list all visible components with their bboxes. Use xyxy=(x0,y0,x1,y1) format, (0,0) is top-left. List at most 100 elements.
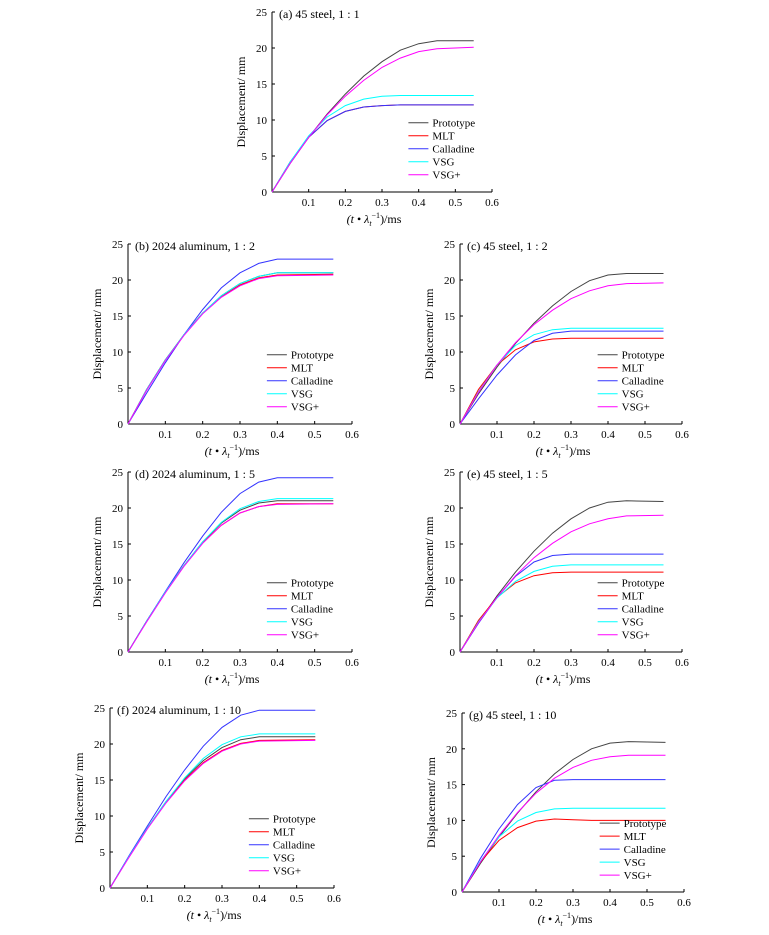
legend-label: Calladine xyxy=(624,844,666,856)
x-axis-label: (t • λt−1)/ms xyxy=(536,671,591,688)
x-label-main: (t • λ xyxy=(187,908,210,922)
legend-label: Prototype xyxy=(291,350,334,362)
y-tick-label: 0 xyxy=(118,647,124,659)
x-tick-label: 0.1 xyxy=(158,429,172,441)
y-tick-label: 0 xyxy=(450,419,456,431)
x-axis-label: (t • λt−1)/ms xyxy=(205,443,260,460)
x-label-main: (t • λ xyxy=(205,672,228,686)
x-tick-label: 0.2 xyxy=(178,893,192,905)
series-line-calladine xyxy=(461,779,666,893)
y-tick-label: 15 xyxy=(444,539,456,551)
chart-title: (g) 45 steel, 1 : 10 xyxy=(469,708,556,722)
chart-title: (b) 2024 aluminum, 1 : 2 xyxy=(135,239,255,253)
x-label-tail: )/ms xyxy=(238,444,260,458)
x-tick-label: 0.2 xyxy=(338,197,352,209)
chart-panel-1: 0.1 0.2 0.3 0.4 0.5 0.6 0 5 10 15 20 25 (b) 2024 alu… xyxy=(90,239,359,460)
chart-title: (f) 2024 aluminum, 1 : 10 xyxy=(117,703,241,717)
x-label-sub: t xyxy=(209,915,212,924)
y-tick-label: 10 xyxy=(444,347,456,359)
series-line-vsg-plus xyxy=(127,274,334,425)
x-tick-label: 0.4 xyxy=(252,893,266,905)
x-label-sup: −1 xyxy=(230,443,239,452)
y-tick-label: 0 xyxy=(262,187,268,199)
legend-label: Prototype xyxy=(624,818,667,830)
series-line-prototype xyxy=(459,273,664,425)
y-axis-label: Displacement/ mm xyxy=(422,516,436,608)
x-tick-label: 0.6 xyxy=(345,657,359,669)
legend-label: VSG xyxy=(622,389,644,401)
legend-label: Calladine xyxy=(291,604,333,616)
y-tick-label: 15 xyxy=(94,775,106,787)
x-tick-label: 0.5 xyxy=(290,893,304,905)
y-tick-label: 25 xyxy=(446,708,458,720)
x-label-sup: −1 xyxy=(563,911,572,920)
legend-label: MLT xyxy=(624,831,646,843)
x-label-tail: )/ms xyxy=(238,672,260,686)
series-line-mlt xyxy=(459,337,664,425)
y-tick-label: 10 xyxy=(112,347,124,359)
y-tick-label: 5 xyxy=(450,383,456,395)
chart-panel-0: 0.1 0.2 0.3 0.4 0.5 0.6 0 5 10 15 20 25 (a) 45 steel… xyxy=(234,7,499,228)
series-line-vsg-plus xyxy=(271,46,474,193)
x-tick-label: 0.5 xyxy=(640,897,654,909)
x-tick-label: 0.4 xyxy=(601,429,615,441)
legend-label: Prototype xyxy=(622,350,665,362)
y-tick-label: 0 xyxy=(118,419,124,431)
y-tick-label: 15 xyxy=(444,311,456,323)
x-tick-label: 0.4 xyxy=(603,897,617,909)
x-tick-label: 0.3 xyxy=(215,893,229,905)
x-tick-label: 0.6 xyxy=(675,429,689,441)
x-tick-label: 0.6 xyxy=(485,197,499,209)
y-tick-label: 10 xyxy=(444,575,456,587)
x-axis-label: (t • λt−1)/ms xyxy=(187,907,242,924)
y-tick-label: 15 xyxy=(256,79,268,91)
y-tick-label: 15 xyxy=(446,780,458,792)
legend-label: VSG xyxy=(273,853,295,865)
y-axis-label: Displacement/ mm xyxy=(72,752,86,844)
x-axis-label: (t • λt−1)/ms xyxy=(205,671,260,688)
y-tick-label: 5 xyxy=(450,611,456,623)
x-label-sub: t xyxy=(558,451,561,460)
y-tick-label: 20 xyxy=(444,503,456,515)
y-tick-label: 25 xyxy=(256,7,268,19)
x-label-tail: )/ms xyxy=(569,444,591,458)
y-tick-label: 15 xyxy=(112,311,124,323)
legend-label: VSG+ xyxy=(624,870,652,882)
x-label-sup: −1 xyxy=(561,671,570,680)
y-tick-label: 10 xyxy=(446,815,458,827)
y-tick-label: 10 xyxy=(112,575,124,587)
x-tick-label: 0.5 xyxy=(638,657,652,669)
y-tick-label: 25 xyxy=(444,467,456,479)
legend-label: VSG xyxy=(622,617,644,629)
y-tick-label: 20 xyxy=(256,43,268,55)
x-label-main: (t • λ xyxy=(205,444,228,458)
x-label-tail: )/ms xyxy=(380,212,402,226)
legend-label: Prototype xyxy=(291,578,334,590)
x-tick-label: 0.1 xyxy=(158,657,172,669)
series-line-vsg xyxy=(271,95,474,193)
series-line-calladine xyxy=(459,330,664,425)
x-tick-label: 0.4 xyxy=(270,429,284,441)
series-line-vsg-plus xyxy=(459,514,664,653)
x-tick-label: 0.1 xyxy=(140,893,154,905)
x-label-main: (t • λ xyxy=(538,912,561,926)
x-tick-label: 0.5 xyxy=(308,657,322,669)
legend-label: MLT xyxy=(273,827,295,839)
legend-label: Calladine xyxy=(622,604,664,616)
y-tick-label: 20 xyxy=(444,275,456,287)
y-tick-label: 5 xyxy=(118,383,124,395)
legend-label: VSG xyxy=(291,389,313,401)
x-label-main: (t • λ xyxy=(347,212,370,226)
series-line-calladine xyxy=(109,709,316,889)
legend-label: VSG xyxy=(624,857,646,869)
x-label-sup: −1 xyxy=(212,907,221,916)
x-tick-label: 0.4 xyxy=(412,197,426,209)
y-tick-label: 20 xyxy=(94,739,106,751)
x-tick-label: 0.5 xyxy=(448,197,462,209)
y-tick-label: 10 xyxy=(94,811,106,823)
x-tick-label: 0.1 xyxy=(490,657,504,669)
x-label-sup: −1 xyxy=(372,211,381,220)
y-axis-label: Displacement/ mm xyxy=(90,516,104,608)
chart-panel-5: 0.1 0.2 0.3 0.4 0.5 0.6 0 5 10 15 20 25 (f) 2024 alu… xyxy=(72,703,341,924)
legend-label: VSG+ xyxy=(291,402,319,414)
